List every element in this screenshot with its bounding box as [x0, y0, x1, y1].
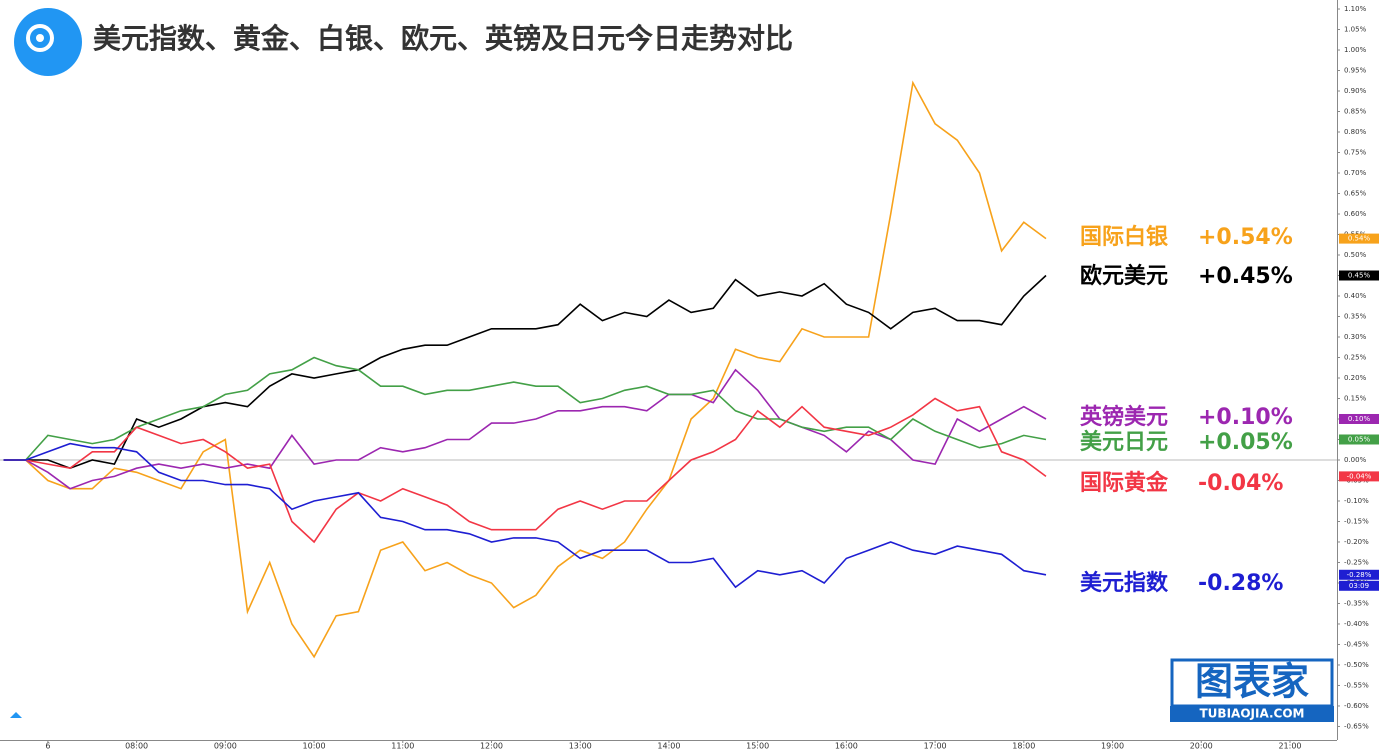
y-tick-label: 0.20%: [1344, 374, 1367, 382]
legend-name: 国际白银: [1080, 224, 1169, 250]
legend-change: +0.45%: [1198, 264, 1293, 289]
x-tick-label: 21:00: [1278, 742, 1301, 750]
time-tag: [1339, 580, 1379, 591]
legend-change: -0.28%: [1198, 571, 1283, 596]
y-tick-label: 0.15%: [1344, 394, 1367, 402]
chart-title: 美元指数、黄金、白银、欧元、英镑及日元今日走势对比: [93, 22, 793, 55]
y-tick-label: 1.05%: [1344, 26, 1367, 34]
legend-name: 美元日元: [1080, 429, 1168, 455]
series-line: [3, 442, 1047, 589]
x-tick-label: 16:00: [835, 742, 858, 750]
legend-name: 美元指数: [1080, 570, 1169, 596]
series-line: [3, 356, 1047, 461]
y-tick-label: -0.45%: [1344, 640, 1369, 648]
y-tick-label: -0.65%: [1344, 722, 1369, 730]
last-value-tag: [1339, 471, 1379, 482]
x-tick-label: 11:00: [391, 742, 414, 750]
x-tick-label: 12:00: [480, 742, 503, 750]
y-tick-label: -0.10%: [1344, 497, 1369, 505]
tv-logo: [10, 712, 22, 718]
y-tick-label: 0.95%: [1344, 67, 1367, 75]
series-line: [3, 397, 1047, 544]
x-tick-label: 6: [45, 742, 50, 750]
y-tick-label: 0.80%: [1344, 128, 1367, 136]
watermark-logo: 图表家 TUBIAOJIA.COM: [1170, 658, 1334, 722]
x-tick-label: 18:00: [1012, 742, 1035, 750]
y-tick-label: 0.70%: [1344, 169, 1367, 177]
last-value-tag: [1339, 233, 1379, 244]
legend-name: 国际黄金: [1080, 470, 1169, 496]
x-tick-label: 08:00: [125, 742, 148, 750]
x-tick-label: 09:00: [214, 742, 237, 750]
y-tick-label: 0.40%: [1344, 292, 1367, 300]
series-line: [3, 80, 1047, 659]
last-value-tag: [1339, 270, 1379, 281]
last-value-tag: [1339, 434, 1379, 445]
y-tick-label: -0.15%: [1344, 517, 1369, 525]
time-label: 03:09: [1349, 582, 1369, 590]
last-value-tag: [1339, 569, 1379, 580]
y-tick-label: 0.50%: [1344, 251, 1367, 259]
y-tick-label: 0.85%: [1344, 108, 1367, 116]
x-tick-label: 20:00: [1190, 742, 1213, 750]
series-line: [3, 368, 1047, 490]
legend-change: +0.10%: [1198, 405, 1293, 430]
y-tick-label: -0.35%: [1344, 599, 1369, 607]
y-tick-label: 0.25%: [1344, 353, 1367, 361]
last-value-label: -0.28%: [1347, 571, 1372, 579]
x-tick-label: 14:00: [657, 742, 680, 750]
x-tick-label: 19:00: [1101, 742, 1124, 750]
y-tick-label: 0.30%: [1344, 333, 1367, 341]
last-value-label: 0.05%: [1348, 435, 1371, 443]
y-tick-label: 0.90%: [1344, 87, 1367, 95]
y-tick-label: -0.25%: [1344, 558, 1369, 566]
y-tick-label: 1.00%: [1344, 46, 1367, 54]
y-tick-label: 0.35%: [1344, 312, 1367, 320]
last-value-label: 0.54%: [1348, 235, 1371, 243]
legend-change: -0.04%: [1198, 471, 1283, 496]
legend-change: +0.05%: [1198, 430, 1293, 455]
last-value-tag: [1339, 413, 1379, 424]
x-tick-label: 13:00: [569, 742, 592, 750]
logo-text: 图表家: [1195, 660, 1309, 704]
last-value-label: -0.04%: [1347, 472, 1372, 480]
logo-icon: [14, 8, 82, 76]
y-tick-label: 0.75%: [1344, 149, 1367, 157]
y-tick-label: 0.00%: [1344, 456, 1367, 464]
y-tick-label: -0.50%: [1344, 661, 1369, 669]
logo-subtext: TUBIAOJIA.COM: [1200, 707, 1305, 721]
y-tick-label: 1.10%: [1344, 5, 1367, 13]
y-tick-label: 0.60%: [1344, 210, 1367, 218]
y-tick-label: 0.65%: [1344, 190, 1367, 198]
last-value-label: 0.45%: [1348, 272, 1371, 280]
legend-name: 欧元美元: [1080, 263, 1168, 289]
legend-change: +0.54%: [1198, 225, 1293, 250]
y-tick-label: -0.20%: [1344, 538, 1369, 546]
series-line: [3, 274, 1047, 470]
y-tick-label: -0.55%: [1344, 681, 1369, 689]
y-tick-label: -0.60%: [1344, 702, 1369, 710]
y-tick-label: -0.40%: [1344, 620, 1369, 628]
x-tick-label: 10:00: [303, 742, 326, 750]
x-tick-label: 17:00: [924, 742, 947, 750]
last-value-label: 0.10%: [1348, 415, 1371, 423]
x-tick-label: 15:00: [746, 742, 769, 750]
legend-name: 英镑美元: [1080, 404, 1168, 430]
